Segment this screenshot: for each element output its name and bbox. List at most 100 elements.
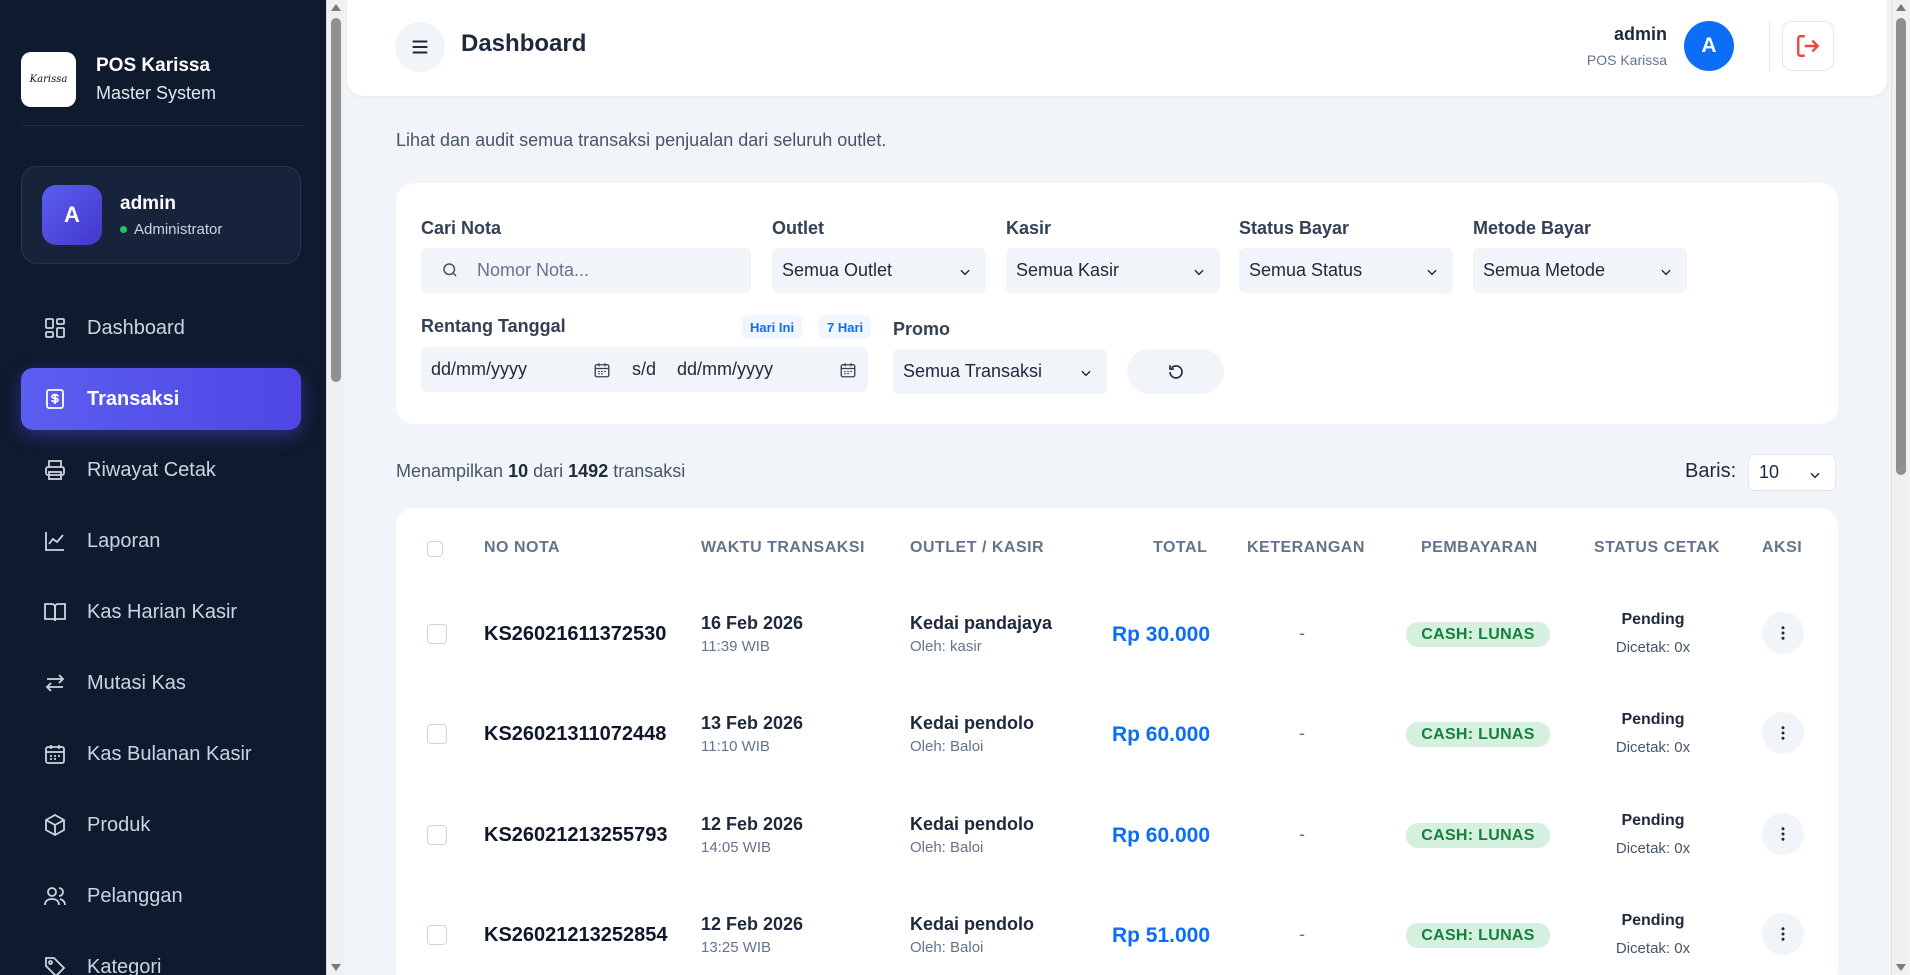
search-icon [441, 261, 459, 279]
payment-badge: CASH: LUNAS [1406, 923, 1550, 948]
calendar-icon[interactable] [593, 361, 611, 379]
sidebar-scroll-thumb[interactable] [331, 18, 341, 382]
chip-7-hari[interactable]: 7 Hari [819, 315, 872, 339]
date-range-input: dd/mm/yyyy s/d dd/mm/yyyy [421, 347, 868, 392]
transaction-time: 11:10 WIB [701, 738, 770, 755]
row-actions-button[interactable] [1762, 712, 1804, 754]
logout-button[interactable] [1782, 21, 1834, 71]
sidebar-item-label: Dashboard [87, 316, 185, 339]
outlet-value: Semua Outlet [782, 260, 893, 280]
user-role: Administrator [120, 221, 222, 238]
table-row[interactable]: KS26021311072448 13 Feb 2026 11:10 WIB K… [396, 691, 1838, 791]
promo-value: Semua Transaksi [903, 361, 1043, 381]
outlet-name: Kedai pendolo [910, 814, 1035, 834]
row-actions-button[interactable] [1762, 612, 1804, 654]
hamburger-icon [412, 40, 428, 54]
col-pembayaran: PEMBAYARAN [1421, 539, 1538, 556]
sidebar-item-pelanggan[interactable]: Pelanggan [21, 865, 301, 927]
search-label: Cari Nota [421, 218, 502, 238]
row-checkbox[interactable] [427, 724, 447, 744]
box-icon [45, 813, 65, 837]
scroll-up-arrow-icon[interactable] [1896, 4, 1906, 11]
header-avatar[interactable]: A [1684, 21, 1734, 71]
main-content: Dashboard admin POS Karissa A Lihat dan … [345, 0, 1890, 975]
reset-filter-button[interactable] [1127, 349, 1224, 394]
user-name: admin [120, 192, 176, 214]
row-checkbox[interactable] [427, 624, 447, 644]
sidebar-item-label: Laporan [87, 529, 161, 552]
col-waktu-transaksi[interactable]: WAKTU TRANSAKSI [701, 539, 865, 556]
printer-icon [45, 460, 65, 480]
metode-value: Semua Metode [1483, 260, 1606, 280]
date-range-label: Rentang Tanggal [421, 316, 566, 336]
sidebar-item-kategori[interactable]: Kategori [21, 936, 301, 975]
brand: Karissa POS Karissa Master System [21, 0, 305, 126]
sidebar-item-produk[interactable]: Produk [21, 794, 301, 856]
scroll-up-arrow-icon[interactable] [331, 4, 341, 11]
chevron-down-icon [1079, 364, 1093, 378]
sidebar-item-dashboard[interactable]: Dashboard [21, 297, 301, 359]
brand-title: POS Karissa [96, 55, 211, 76]
sidebar-item-transaksi[interactable]: Transaksi [21, 368, 301, 430]
table-row[interactable]: KS26021213252854 12 Feb 2026 13:25 WIB K… [396, 892, 1838, 975]
kasir-select[interactable]: Semua Kasir [1006, 248, 1220, 293]
select-all-checkbox[interactable] [427, 541, 443, 557]
outlet-label: Outlet [772, 218, 824, 238]
col-outlet-kasir[interactable]: OUTLET / KASIR [910, 539, 1045, 556]
status-value: Semua Status [1249, 260, 1363, 280]
col-no-nota[interactable]: NO NOTA [484, 539, 561, 556]
header-user-org: POS Karissa [1586, 52, 1667, 68]
promo-select[interactable]: Semua Transaksi [893, 349, 1107, 394]
sidebar-item-label: Kategori [87, 955, 162, 975]
col-keterangan: KETERANGAN [1247, 539, 1365, 556]
more-vertical-icon [1781, 827, 1785, 841]
user-card: A admin Administrator [21, 166, 301, 264]
summary-prefix: Menampilkan [396, 461, 504, 481]
menu-toggle-button[interactable] [395, 22, 445, 72]
col-status-cetak: STATUS CETAK [1594, 539, 1720, 556]
sidebar-item-riwayat-cetak[interactable]: Riwayat Cetak [21, 439, 301, 501]
search-input[interactable]: Nomor Nota... [421, 248, 751, 293]
row-checkbox[interactable] [427, 825, 447, 845]
sidebar-scrollbar[interactable] [326, 0, 344, 975]
row-actions-button[interactable] [1762, 913, 1804, 955]
nota-number[interactable]: KS26021611372530 [484, 623, 667, 645]
online-dot-icon [120, 225, 127, 233]
chevron-down-icon [1192, 263, 1206, 277]
topbar: Dashboard admin POS Karissa A [347, 0, 1887, 96]
status-select[interactable]: Semua Status [1239, 248, 1453, 293]
row-checkbox[interactable] [427, 925, 447, 945]
more-vertical-icon [1781, 927, 1785, 941]
table-row[interactable]: KS26021213255793 12 Feb 2026 14:05 WIB K… [396, 792, 1838, 892]
row-actions-button[interactable] [1762, 813, 1804, 855]
date-to-input[interactable]: dd/mm/yyyy [677, 359, 774, 379]
payment-badge: CASH: LUNAS [1406, 722, 1550, 747]
outlet-select[interactable]: Semua Outlet [772, 248, 986, 293]
scroll-down-arrow-icon[interactable] [1896, 964, 1906, 971]
sidebar-item-label: Kas Bulanan Kasir [87, 742, 252, 765]
col-total[interactable]: TOTAL [1153, 539, 1208, 556]
sidebar-nav: Dashboard Transaksi Riwayat Cetak Lapora… [21, 297, 301, 975]
metode-label: Metode Bayar [1473, 218, 1592, 238]
nota-number[interactable]: KS26021213255793 [484, 824, 668, 846]
chip-hari-ini[interactable]: Hari Ini [742, 315, 803, 339]
sidebar-item-laporan[interactable]: Laporan [21, 510, 301, 572]
nota-number[interactable]: KS26021311072448 [484, 723, 667, 745]
table-row[interactable]: KS26021611372530 16 Feb 2026 11:39 WIB K… [396, 591, 1838, 691]
col-aksi: AKSI [1762, 539, 1803, 556]
scroll-down-arrow-icon[interactable] [331, 964, 341, 971]
rows-value: 10 [1759, 462, 1780, 482]
status-label: Status Bayar [1239, 218, 1350, 238]
calendar-icon[interactable] [839, 361, 857, 379]
main-scrollbar[interactable] [1891, 0, 1909, 975]
total-amount: Rp 30.000 [1111, 623, 1210, 646]
metode-select[interactable]: Semua Metode [1473, 248, 1687, 293]
rows-per-page-select[interactable]: 10 [1748, 454, 1836, 491]
nota-number[interactable]: KS26021213252854 [484, 924, 668, 946]
main-scroll-thumb[interactable] [1896, 18, 1906, 475]
sidebar-item-mutasi-kas[interactable]: Mutasi Kas [21, 652, 301, 714]
chevron-down-icon [1425, 263, 1439, 277]
date-from-input[interactable]: dd/mm/yyyy [431, 359, 528, 379]
sidebar-item-kas-bulanan-kasir[interactable]: Kas Bulanan Kasir [21, 723, 301, 785]
sidebar-item-kas-harian-kasir[interactable]: Kas Harian Kasir [21, 581, 301, 643]
